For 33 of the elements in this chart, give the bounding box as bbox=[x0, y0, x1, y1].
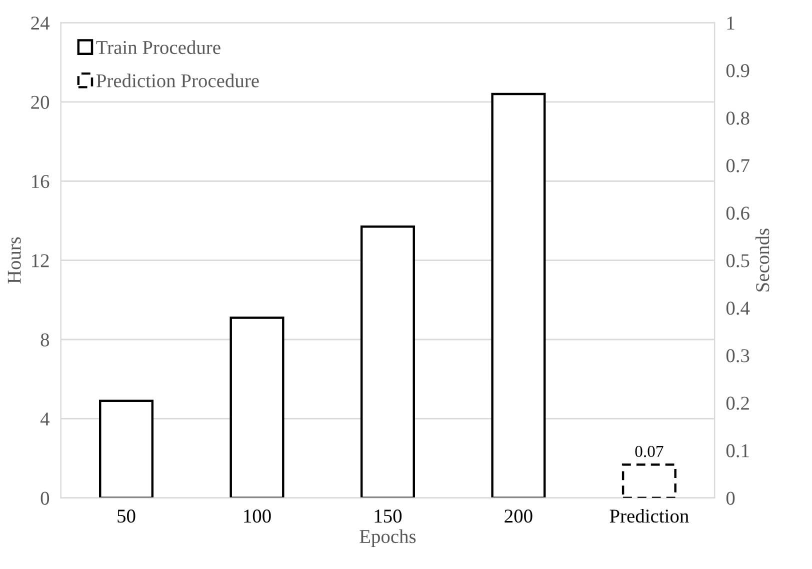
y2-axis-title: Seconds bbox=[756, 228, 770, 292]
y2-tick-label: 0.8 bbox=[726, 112, 750, 125]
legend-label: Prediction Procedure bbox=[96, 74, 259, 88]
y-tick-label: 8 bbox=[40, 333, 50, 346]
legend-label: Train Procedure bbox=[96, 40, 220, 54]
y2-tick-label: 0.6 bbox=[726, 206, 750, 220]
y2-tick-label: 0 bbox=[726, 492, 735, 505]
y2-tick-label: 0.9 bbox=[726, 64, 750, 78]
data-label: 0.07 bbox=[635, 446, 664, 458]
y2-tick-label: 0.1 bbox=[726, 444, 749, 458]
x-tick-label: 100 bbox=[244, 510, 271, 523]
bar bbox=[491, 92, 546, 498]
x-tick-label: 200 bbox=[504, 510, 532, 523]
bar bbox=[99, 400, 154, 498]
x-axis-title: Epochs bbox=[360, 529, 416, 548]
y-tick-label: 4 bbox=[40, 412, 50, 426]
x-tick-label: 150 bbox=[374, 510, 402, 523]
y2-tick-label: 1 bbox=[727, 16, 734, 30]
y-axis-title: Hours bbox=[8, 237, 21, 284]
bar bbox=[360, 226, 415, 498]
y2-tick-label: 0.4 bbox=[726, 302, 750, 315]
y-tick-label: 0 bbox=[40, 492, 50, 505]
bar bbox=[230, 316, 284, 498]
x-tick-label: 50 bbox=[118, 510, 136, 523]
y2-tick-label: 0.7 bbox=[726, 159, 750, 172]
y2-tick-label: 0.2 bbox=[726, 396, 749, 410]
y2-tick-label: 0.5 bbox=[726, 254, 750, 268]
y-tick-label: 16 bbox=[32, 175, 50, 188]
y2-tick-label: 0.3 bbox=[726, 349, 750, 362]
y-tick-label: 24 bbox=[31, 16, 50, 30]
x-tick-label: Prediction bbox=[610, 508, 689, 523]
y-tick-label: 12 bbox=[32, 254, 49, 268]
y-tick-label: 20 bbox=[31, 96, 50, 109]
